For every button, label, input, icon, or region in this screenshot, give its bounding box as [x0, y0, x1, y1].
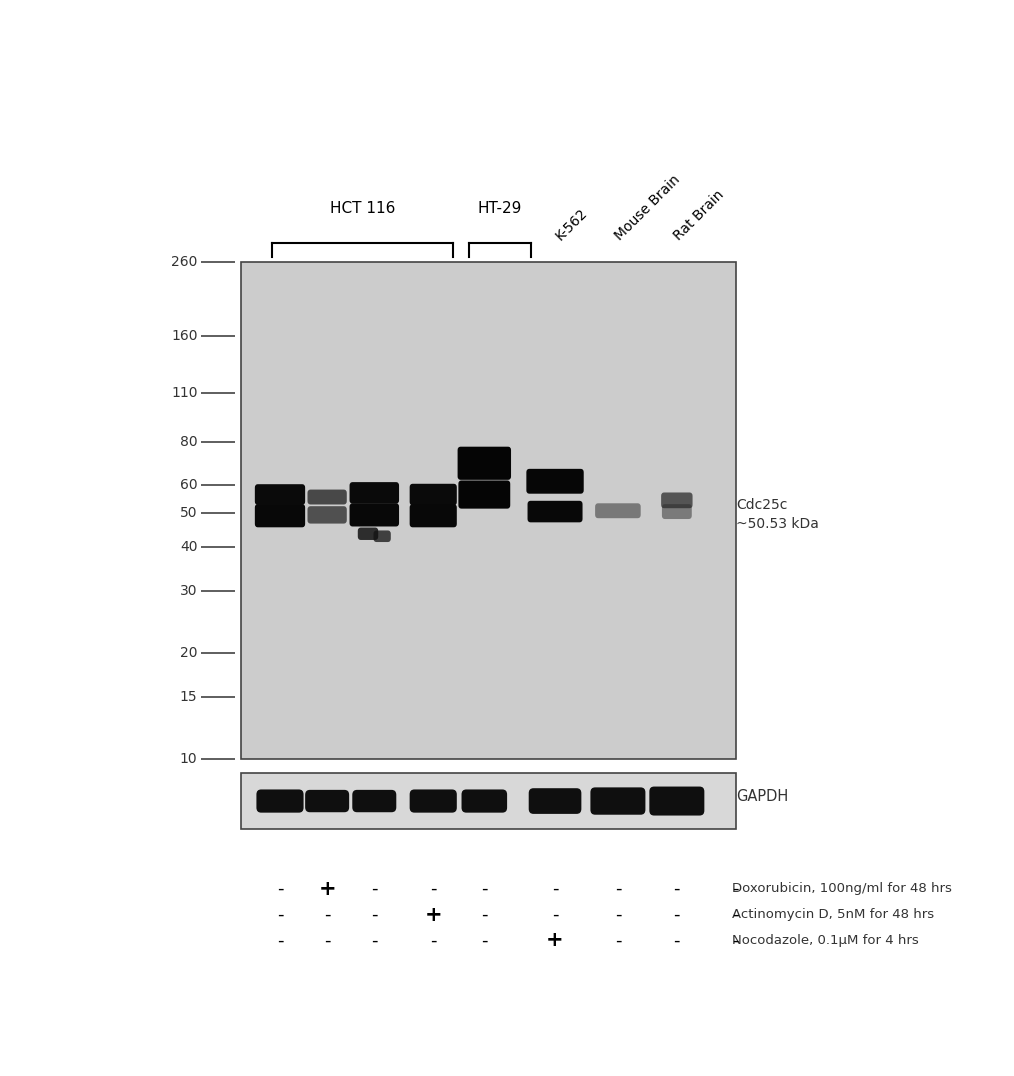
Text: -: - — [614, 880, 622, 897]
Text: 30: 30 — [179, 584, 198, 598]
Text: -: - — [371, 931, 377, 949]
Text: Doxorubicin, 100ng/ml for 48 hrs: Doxorubicin, 100ng/ml for 48 hrs — [732, 882, 952, 895]
FancyBboxPatch shape — [255, 505, 305, 527]
Text: -: - — [277, 906, 283, 923]
FancyBboxPatch shape — [373, 530, 390, 542]
FancyBboxPatch shape — [461, 790, 507, 812]
Text: Rat Brain: Rat Brain — [671, 188, 726, 243]
FancyBboxPatch shape — [590, 788, 645, 815]
Text: +: + — [547, 931, 564, 950]
Text: 20: 20 — [179, 646, 198, 660]
Text: 260: 260 — [171, 255, 198, 269]
Text: -: - — [552, 880, 559, 897]
Text: -: - — [371, 906, 377, 923]
FancyBboxPatch shape — [526, 469, 584, 494]
FancyBboxPatch shape — [527, 500, 583, 522]
Text: K-562: K-562 — [553, 207, 590, 243]
Text: 60: 60 — [179, 479, 198, 493]
Text: -: - — [732, 906, 739, 923]
Text: -: - — [371, 880, 377, 897]
Text: HT-29: HT-29 — [478, 201, 522, 216]
Text: -: - — [430, 880, 436, 897]
FancyBboxPatch shape — [457, 447, 511, 480]
Text: -: - — [430, 931, 436, 949]
Text: 80: 80 — [179, 435, 198, 449]
FancyBboxPatch shape — [358, 527, 378, 540]
FancyBboxPatch shape — [305, 790, 349, 812]
Text: 10: 10 — [179, 752, 198, 766]
Text: Mouse Brain: Mouse Brain — [611, 173, 682, 243]
Text: +: + — [318, 879, 336, 898]
FancyBboxPatch shape — [410, 505, 456, 527]
Text: HCT 116: HCT 116 — [330, 201, 395, 216]
Text: -: - — [323, 906, 331, 923]
Text: -: - — [323, 931, 331, 949]
FancyBboxPatch shape — [255, 484, 305, 505]
Text: -: - — [481, 906, 488, 923]
Text: +: + — [425, 905, 442, 924]
Text: GAPDH: GAPDH — [736, 789, 788, 804]
Text: -: - — [732, 880, 739, 897]
Text: -: - — [673, 931, 680, 949]
Text: -: - — [552, 906, 559, 923]
Text: Cdc25c
~50.53 kDa: Cdc25c ~50.53 kDa — [736, 497, 818, 532]
FancyBboxPatch shape — [350, 482, 400, 504]
FancyBboxPatch shape — [649, 787, 705, 816]
FancyBboxPatch shape — [350, 504, 400, 526]
Text: -: - — [732, 931, 739, 949]
FancyBboxPatch shape — [307, 506, 347, 524]
Text: -: - — [277, 931, 283, 949]
Text: Nocodazole, 0.1μM for 4 hrs: Nocodazole, 0.1μM for 4 hrs — [732, 934, 919, 947]
Text: 110: 110 — [171, 386, 198, 400]
Text: -: - — [614, 906, 622, 923]
Text: -: - — [673, 906, 680, 923]
FancyBboxPatch shape — [307, 490, 347, 505]
Text: -: - — [481, 931, 488, 949]
Text: -: - — [673, 880, 680, 897]
Text: 40: 40 — [179, 540, 198, 554]
FancyBboxPatch shape — [661, 493, 693, 508]
Bar — [240, 261, 736, 759]
FancyBboxPatch shape — [595, 504, 641, 519]
FancyBboxPatch shape — [662, 505, 692, 519]
Text: -: - — [277, 880, 283, 897]
Text: Actinomycin D, 5nM for 48 hrs: Actinomycin D, 5nM for 48 hrs — [732, 908, 934, 921]
Bar — [240, 773, 736, 830]
FancyBboxPatch shape — [410, 484, 456, 506]
FancyBboxPatch shape — [528, 789, 581, 813]
FancyBboxPatch shape — [352, 790, 396, 812]
FancyBboxPatch shape — [257, 790, 303, 812]
FancyBboxPatch shape — [458, 481, 510, 509]
Text: -: - — [481, 880, 488, 897]
FancyBboxPatch shape — [410, 790, 456, 812]
Text: -: - — [614, 931, 622, 949]
Text: 50: 50 — [179, 506, 198, 520]
Text: 15: 15 — [179, 690, 198, 704]
Text: 160: 160 — [171, 329, 198, 343]
